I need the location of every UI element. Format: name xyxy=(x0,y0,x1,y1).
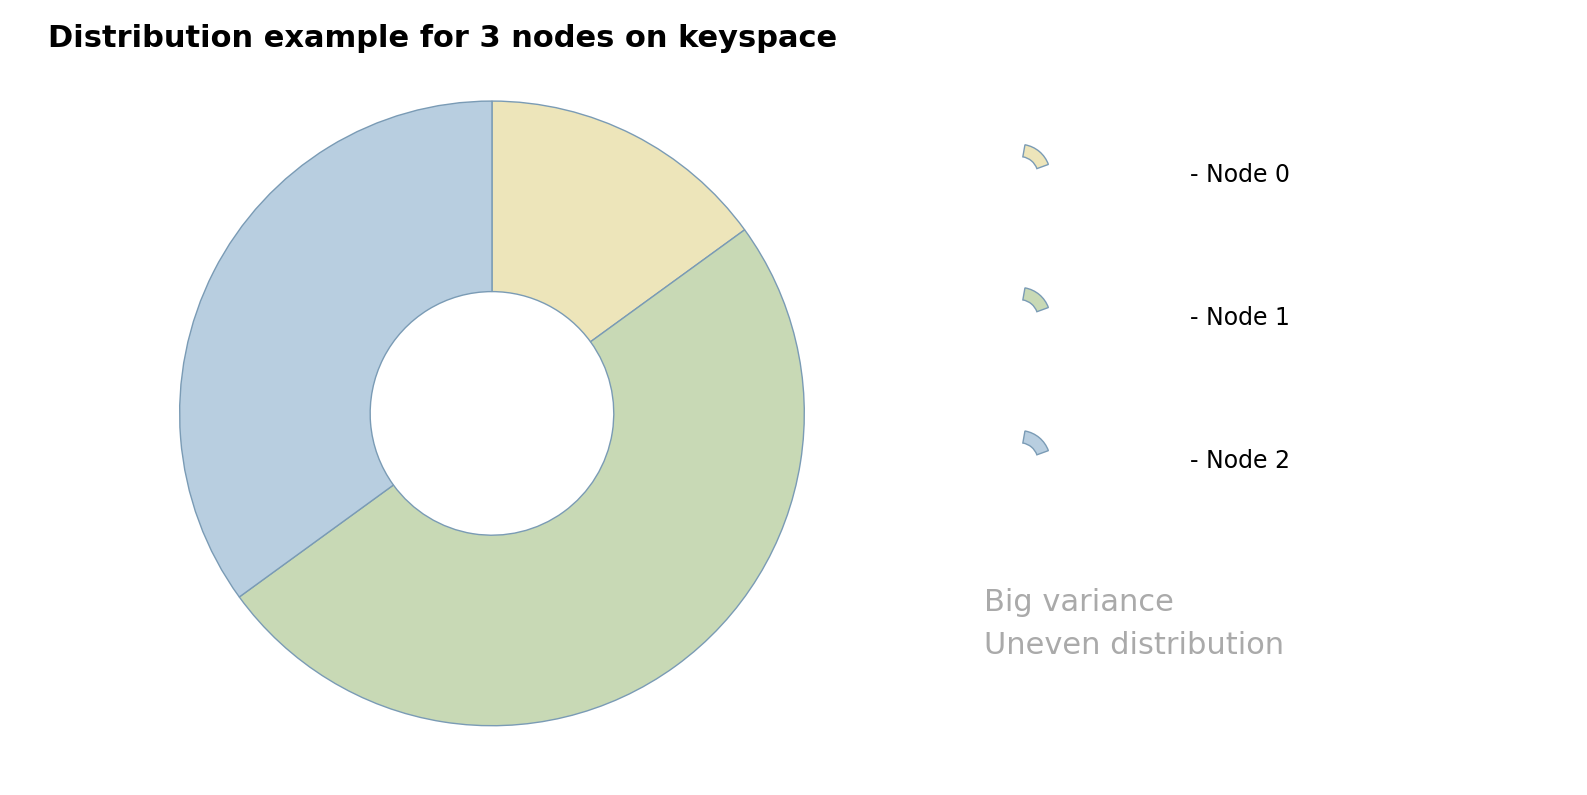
Wedge shape xyxy=(1024,145,1049,169)
Wedge shape xyxy=(179,101,492,597)
Wedge shape xyxy=(492,101,744,342)
Wedge shape xyxy=(1024,288,1049,312)
Wedge shape xyxy=(240,230,805,726)
Text: Distribution example for 3 nodes on keyspace: Distribution example for 3 nodes on keys… xyxy=(48,24,836,52)
Text: - Node 0: - Node 0 xyxy=(1190,163,1290,187)
Text: - Node 2: - Node 2 xyxy=(1190,449,1290,473)
Text: - Node 1: - Node 1 xyxy=(1190,306,1290,330)
Wedge shape xyxy=(1024,431,1049,455)
Text: Big variance
Uneven distribution: Big variance Uneven distribution xyxy=(984,588,1284,660)
